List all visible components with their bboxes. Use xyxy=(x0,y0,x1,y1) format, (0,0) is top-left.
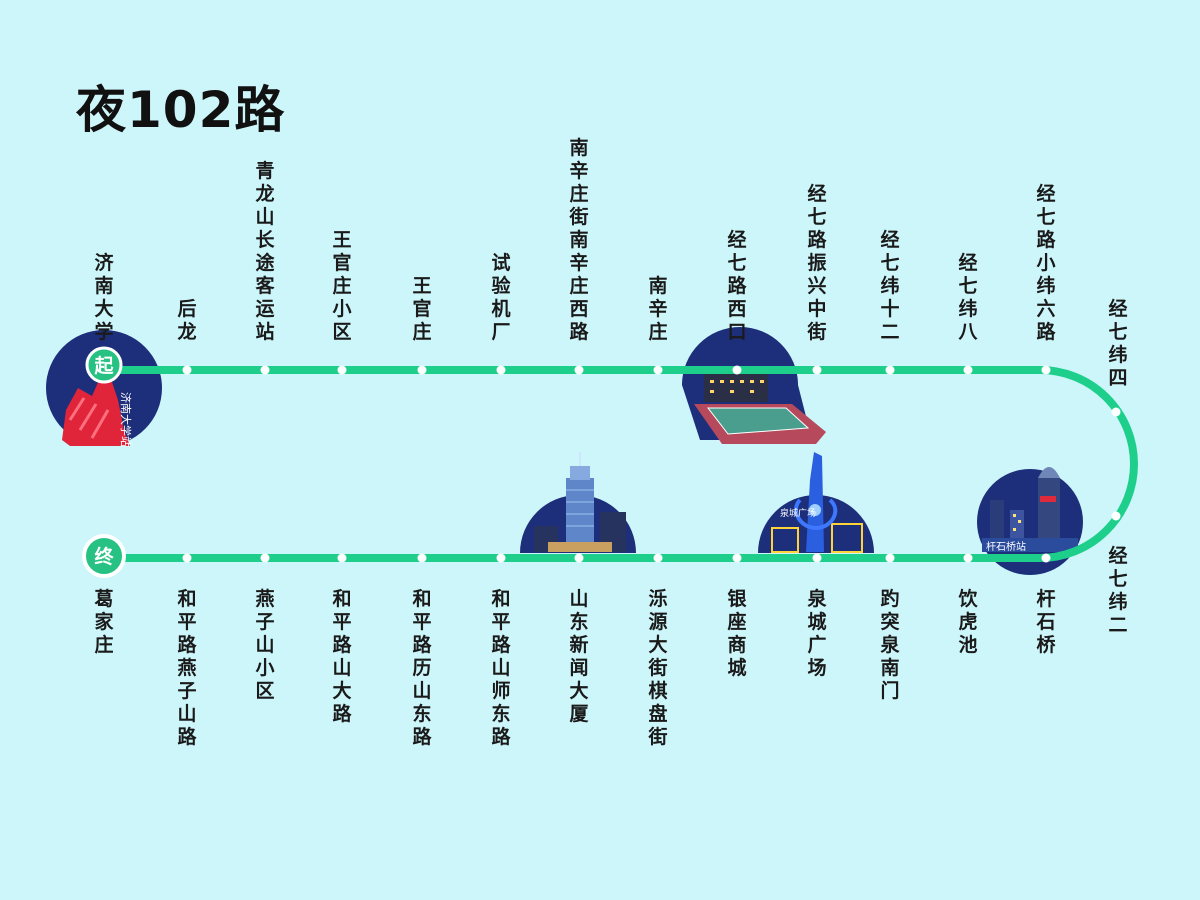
stop-dot xyxy=(1041,365,1051,375)
stop-dot xyxy=(182,365,192,375)
landmark-quancheng-square: 泉城广场 xyxy=(758,452,874,553)
stop-dot xyxy=(337,553,347,563)
end-badge-text: 终 xyxy=(94,545,114,568)
stop-dot xyxy=(1041,553,1051,563)
stop-label: 南辛庄街南辛庄西路 xyxy=(569,137,589,343)
landmark-text-jinan: 济南大学站 xyxy=(119,392,133,447)
stop-dot xyxy=(182,553,192,563)
route-title: 夜102路 xyxy=(76,81,286,139)
start-badge-text: 起 xyxy=(93,355,114,377)
stop-label: 杆石桥 xyxy=(1036,588,1056,656)
stop-dot xyxy=(260,365,270,375)
end-badge: 终 xyxy=(82,534,126,578)
stop-dot xyxy=(653,365,663,375)
start-badge: 起 xyxy=(85,346,123,384)
stop-dot xyxy=(812,553,822,563)
landmark-news-building xyxy=(520,452,636,553)
stop-dot xyxy=(885,553,895,563)
stop-dot xyxy=(337,365,347,375)
stop-label: 葛家庄 xyxy=(94,588,114,656)
landmark-jinan-university: 济南大学站 xyxy=(46,330,162,447)
stop-label: 燕子山小区 xyxy=(255,588,275,702)
stop-label: 和平路燕子山路 xyxy=(177,588,197,748)
stop-label: 经七纬八 xyxy=(958,252,978,343)
landmark-stadium xyxy=(682,327,826,444)
route-line xyxy=(100,366,1138,562)
stop-dot xyxy=(732,553,742,563)
stop-dot xyxy=(653,553,663,563)
stops-right-dots xyxy=(1111,407,1121,521)
stop-dot xyxy=(417,365,427,375)
stop-dot xyxy=(496,365,506,375)
stop-dot xyxy=(885,365,895,375)
stop-label: 趵突泉南门 xyxy=(880,588,900,702)
stop-dot xyxy=(732,365,742,375)
stop-dot xyxy=(1111,407,1121,417)
stop-label: 和平路山师东路 xyxy=(491,588,511,748)
stop-dot xyxy=(963,365,973,375)
stop-label: 试验机厂 xyxy=(491,252,511,343)
stop-label: 王官庄 xyxy=(412,275,432,343)
stop-label: 经七纬四 xyxy=(1108,298,1128,389)
stop-dot xyxy=(260,553,270,563)
stop-dot xyxy=(1111,511,1121,521)
stop-label: 王官庄小区 xyxy=(332,229,352,343)
stop-dot xyxy=(574,553,584,563)
stop-dot xyxy=(812,365,822,375)
stop-label: 济南大学 xyxy=(94,252,114,343)
stop-label: 经七路振兴中街 xyxy=(807,183,827,343)
stop-label: 和平路历山东路 xyxy=(412,588,432,748)
stop-label: 泺源大街棋盘街 xyxy=(648,588,668,748)
stop-dot xyxy=(417,553,427,563)
stop-label: 经七纬二 xyxy=(1108,545,1128,636)
stop-dot xyxy=(574,365,584,375)
stops-bottom-dots xyxy=(182,553,1051,563)
stop-label: 青龙山长途客运站 xyxy=(255,160,275,343)
stop-label: 和平路山大路 xyxy=(332,588,352,725)
stop-label: 后龙 xyxy=(177,298,197,343)
stops-top-dots xyxy=(182,365,1051,375)
stop-label: 经七路小纬六路 xyxy=(1036,183,1056,343)
stop-label: 经七路西口 xyxy=(727,229,747,343)
stop-label: 泉城广场 xyxy=(807,588,827,679)
stop-label: 饮虎池 xyxy=(958,588,978,656)
stop-label: 经七纬十二 xyxy=(880,229,900,343)
landmark-text-quancheng: 泉城广场 xyxy=(780,507,816,519)
landmark-text-ganshiqiao: 杆石桥站 xyxy=(986,540,1026,553)
stop-label: 山东新闻大厦 xyxy=(569,588,589,725)
stop-dot xyxy=(496,553,506,563)
stop-dot xyxy=(963,553,973,563)
stop-label: 银座商城 xyxy=(727,588,747,679)
landmark-ganshiqiao: 杆石桥站 xyxy=(977,467,1083,575)
stop-label: 南辛庄 xyxy=(648,275,668,343)
